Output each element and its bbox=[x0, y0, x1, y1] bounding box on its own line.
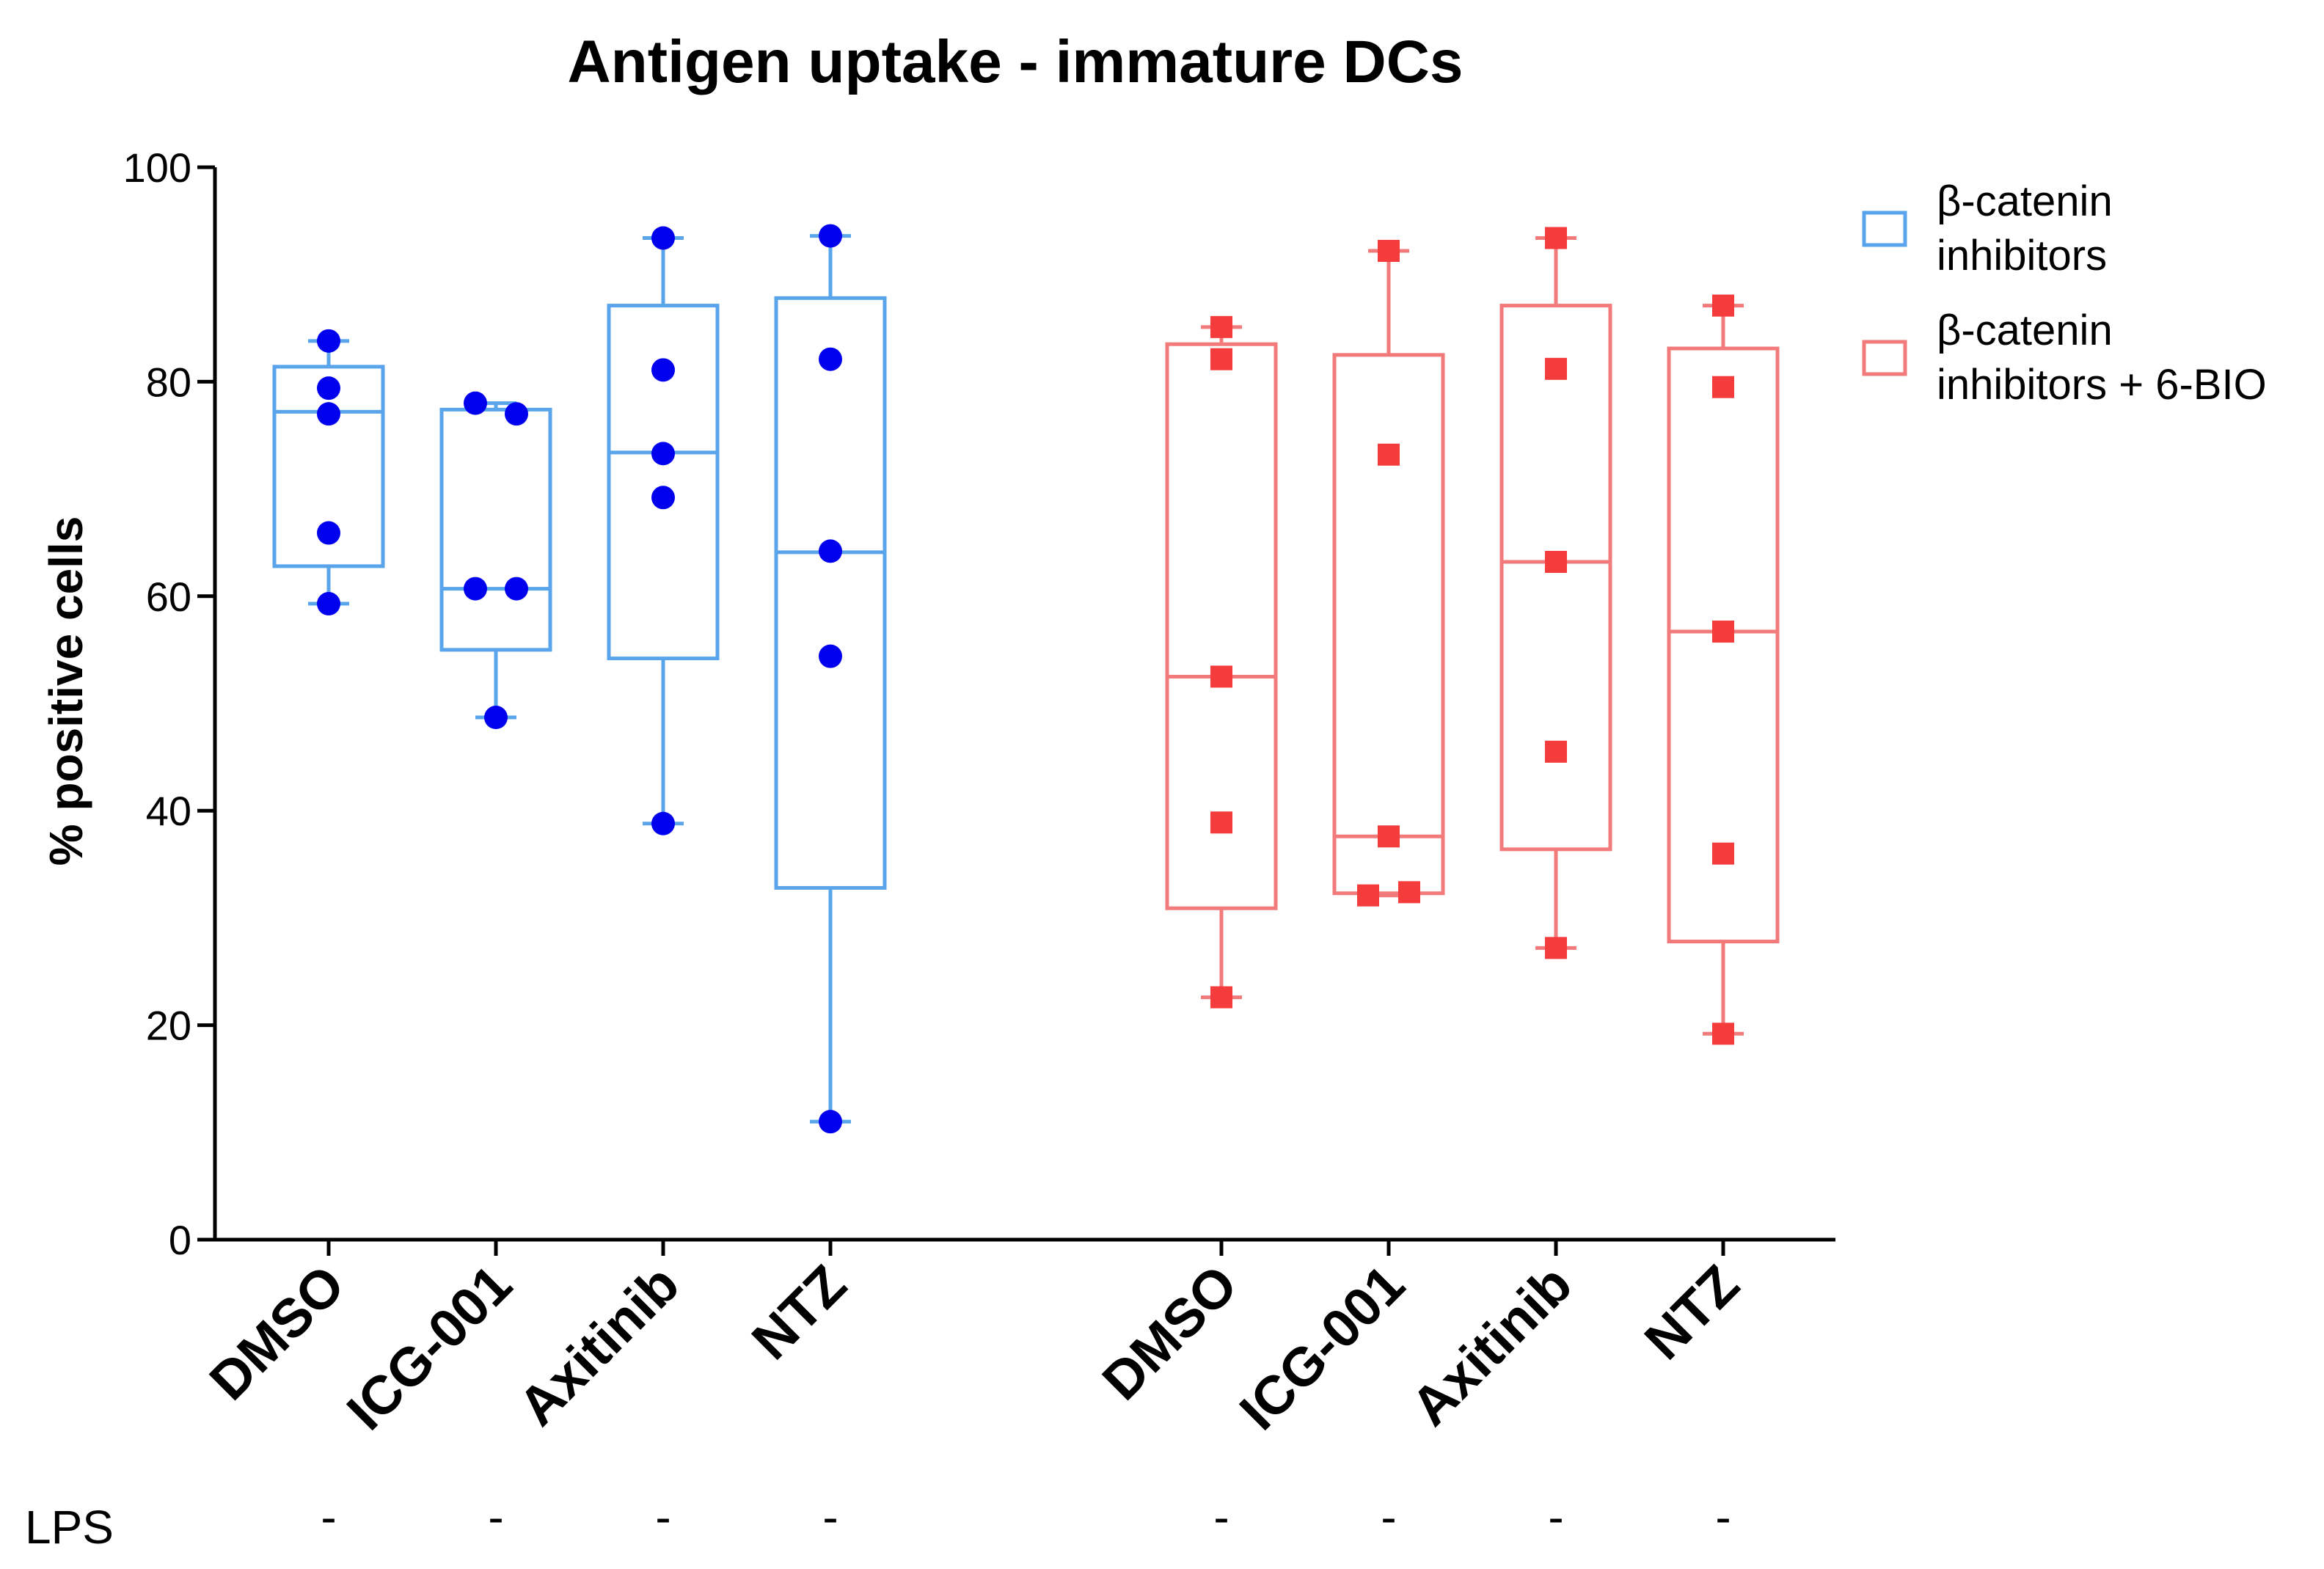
data-point bbox=[1545, 357, 1567, 380]
lps-value: - bbox=[321, 1491, 336, 1543]
data-point bbox=[1378, 443, 1400, 466]
lps-row: LPS - - - - - - - - bbox=[25, 1491, 1731, 1554]
data-point bbox=[1357, 884, 1379, 907]
data-point bbox=[1210, 665, 1232, 688]
box-iqr bbox=[1667, 346, 1780, 944]
legend-swatch bbox=[1862, 211, 1907, 247]
data-point bbox=[317, 376, 340, 401]
data-point bbox=[317, 329, 340, 353]
box-iqr bbox=[1499, 304, 1612, 852]
data-point bbox=[484, 706, 508, 730]
box-iqr bbox=[439, 407, 552, 652]
legend-label: inhibitors + 6-BIO bbox=[1937, 361, 2267, 409]
data-point bbox=[1545, 551, 1567, 574]
data-point bbox=[317, 592, 340, 616]
data-point bbox=[1545, 937, 1567, 959]
data-point bbox=[651, 442, 675, 466]
box-iqr bbox=[1332, 353, 1445, 896]
x-tick-label: DMSO bbox=[198, 1254, 357, 1412]
data-point bbox=[1378, 240, 1400, 263]
data-point bbox=[1545, 740, 1567, 763]
x-tick-label: DMSO bbox=[1091, 1254, 1249, 1412]
lps-value: - bbox=[1381, 1491, 1396, 1543]
point-group bbox=[317, 224, 1734, 1134]
data-point bbox=[464, 577, 487, 601]
data-point bbox=[819, 347, 842, 371]
x-tick-label: Axitinib bbox=[507, 1254, 691, 1438]
data-point bbox=[1712, 1023, 1734, 1045]
data-point bbox=[1712, 294, 1734, 317]
legend-label: inhibitors bbox=[1937, 232, 2107, 279]
box-iqr bbox=[774, 296, 887, 890]
y-tick-label: 0 bbox=[169, 1217, 191, 1263]
data-point bbox=[1712, 842, 1734, 865]
data-point bbox=[651, 811, 675, 835]
data-point bbox=[1545, 227, 1567, 249]
legend: β-catenin inhibitors β-catenin inhibitors +… bbox=[1862, 178, 2267, 409]
data-point bbox=[651, 358, 675, 382]
data-point bbox=[1210, 986, 1232, 1009]
x-tick-label: Axitinib bbox=[1400, 1254, 1584, 1438]
x-tick-label: ICG-001 bbox=[335, 1254, 523, 1441]
data-point bbox=[505, 577, 528, 601]
lps-value: - bbox=[822, 1491, 838, 1543]
data-point bbox=[819, 539, 842, 563]
data-point bbox=[819, 224, 842, 248]
y-tick-label: 80 bbox=[146, 359, 191, 405]
data-point bbox=[317, 521, 340, 545]
box-iqr bbox=[1165, 342, 1278, 910]
data-point bbox=[1210, 348, 1232, 370]
data-point bbox=[1210, 811, 1232, 834]
data-point bbox=[317, 402, 340, 426]
x-tick-label: NTZ bbox=[740, 1254, 858, 1371]
x-tick-label: ICG-001 bbox=[1228, 1254, 1416, 1441]
legend-label: β-catenin bbox=[1937, 307, 2113, 354]
axes: 0 20 40 60 80 100 bbox=[123, 145, 1835, 1263]
data-point bbox=[1398, 881, 1420, 904]
lps-value: - bbox=[655, 1491, 670, 1543]
legend-swatch bbox=[1862, 340, 1907, 376]
data-point bbox=[505, 402, 528, 426]
y-axis-label: % positive cells bbox=[40, 516, 92, 866]
data-point bbox=[1210, 315, 1232, 338]
x-tick-label: NTZ bbox=[1633, 1254, 1750, 1371]
lps-label: LPS bbox=[25, 1501, 114, 1554]
data-point bbox=[1712, 621, 1734, 643]
y-tick-label: 20 bbox=[146, 1003, 191, 1049]
box-iqr bbox=[607, 304, 720, 661]
data-point bbox=[464, 391, 487, 415]
lps-value: - bbox=[1715, 1491, 1731, 1543]
lps-value: - bbox=[1213, 1491, 1229, 1543]
data-point bbox=[651, 226, 675, 250]
box-iqr bbox=[272, 365, 385, 568]
box-group bbox=[272, 234, 1780, 1124]
data-point bbox=[1378, 825, 1400, 848]
chart-title: Antigen uptake - immature DCs bbox=[567, 29, 1463, 95]
y-tick-label: 100 bbox=[123, 145, 191, 191]
y-tick-label: 40 bbox=[146, 788, 191, 834]
data-point bbox=[819, 644, 842, 668]
y-tick-label: 60 bbox=[146, 574, 191, 620]
lps-value: - bbox=[1548, 1491, 1563, 1543]
data-point bbox=[819, 1110, 842, 1134]
lps-value: - bbox=[488, 1491, 503, 1543]
data-point bbox=[1712, 376, 1734, 398]
legend-label: β-catenin bbox=[1937, 178, 2113, 225]
data-point bbox=[651, 486, 675, 510]
